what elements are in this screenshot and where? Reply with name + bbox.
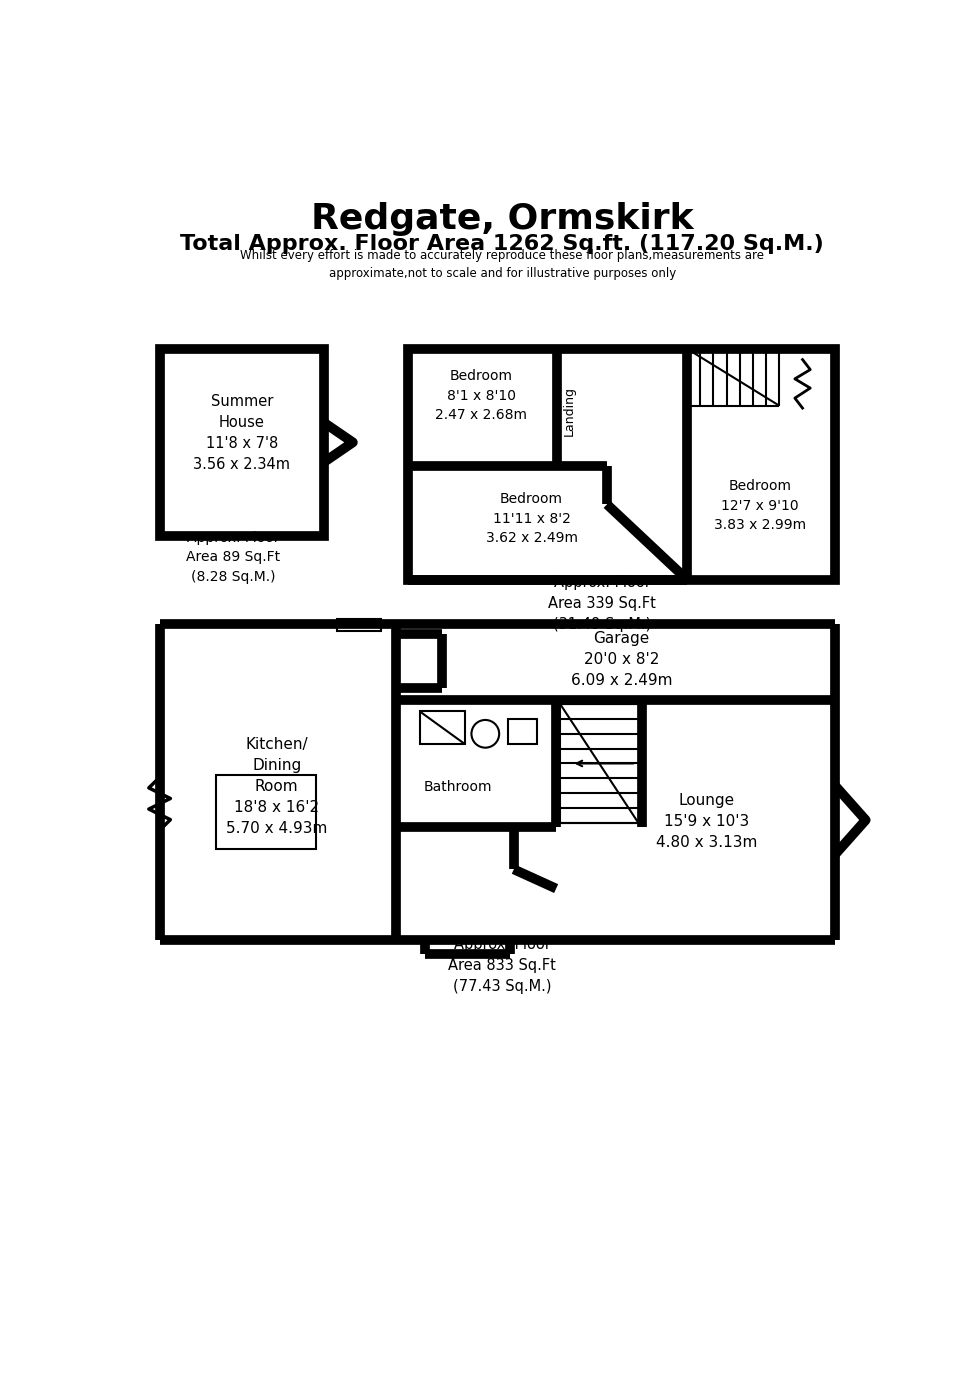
Text: Redgate, Ormskirk: Redgate, Ormskirk [311,202,694,236]
Bar [409,349,835,579]
Text: Bedroom
8'1 x 8'10
2.47 x 2.68m: Bedroom 8'1 x 8'10 2.47 x 2.68m [435,369,527,423]
Text: Kitchen/
Dining
Room
18'8 x 16'2
5.70 x 4.93m: Kitchen/ Dining Room 18'8 x 16'2 5.70 x … [226,737,327,836]
Text: Total Approx. Floor Area 1262 Sq.ft. (117.20 Sq.M.): Total Approx. Floor Area 1262 Sq.ft. (11… [180,234,824,254]
Text: Lounge
15'9 x 10'3
4.80 x 3.13m: Lounge 15'9 x 10'3 4.80 x 3.13m [656,793,757,850]
Bar [419,711,465,744]
Text: Garage
20'0 x 8'2
6.09 x 2.49m: Garage 20'0 x 8'2 6.09 x 2.49m [570,632,672,689]
Text: Bedroom
11'11 x 8'2
3.62 x 2.49m: Bedroom 11'11 x 8'2 3.62 x 2.49m [485,492,577,546]
Text: Whilst every effort is made to accurately reproduce these floor plans,measuremen: Whilst every effort is made to accuratel… [240,249,764,280]
Text: Approx. Floor
Area 339 Sq.Ft
(31.49 Sq.M.): Approx. Floor Area 339 Sq.Ft (31.49 Sq.M… [549,575,657,632]
Text: Approx. Floor
Area 89 Sq.Ft
(8.28 Sq.M.): Approx. Floor Area 89 Sq.Ft (8.28 Sq.M.) [185,531,280,584]
Text: Landing: Landing [563,387,575,437]
Text: Summer
House
11'8 x 7'8
3.56 x 2.34m: Summer House 11'8 x 7'8 3.56 x 2.34m [193,394,290,471]
Text: Bathroom: Bathroom [423,780,492,794]
Text: Approx. Floor
Area 833 Sq.Ft
(77.43 Sq.M.): Approx. Floor Area 833 Sq.Ft (77.43 Sq.M… [448,937,557,994]
Bar [216,775,316,848]
Bar [508,719,537,744]
Bar [560,704,639,823]
Bar [337,620,381,632]
Text: Bedroom
12'7 x 9'10
3.83 x 2.99m: Bedroom 12'7 x 9'10 3.83 x 2.99m [714,480,807,532]
Bar [160,349,323,536]
